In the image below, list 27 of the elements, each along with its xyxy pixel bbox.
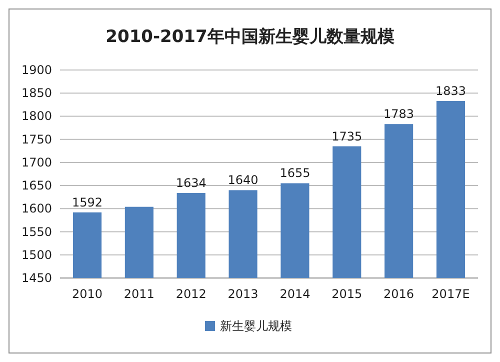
x-tick-label: 2014 (280, 287, 310, 301)
data-label: 1833 (435, 84, 466, 98)
x-tick-label: 2013 (228, 287, 258, 301)
y-tick-label: 1900 (21, 63, 52, 77)
y-tick-label: 1700 (21, 155, 52, 170)
x-tick-label: 2010 (72, 287, 103, 301)
data-label: 1735 (332, 129, 362, 144)
y-tick-label: 1550 (21, 224, 52, 239)
y-tick-label: 1850 (21, 86, 52, 100)
chart-title: 2010-2017年中国新生婴儿数量规模 (106, 27, 394, 47)
x-tick-label: 2017E (432, 287, 470, 301)
legend-label: 新生婴儿规模 (220, 319, 292, 333)
data-label: 1592 (72, 195, 103, 210)
y-tick-label: 1650 (21, 178, 52, 193)
data-label: 1783 (384, 107, 414, 122)
y-tick-label: 1750 (21, 132, 52, 146)
y-tick-label: 1450 (21, 271, 52, 285)
data-label: 1640 (228, 173, 258, 188)
x-tick-label: 2012 (176, 287, 206, 301)
y-tick-label: 1500 (21, 248, 52, 262)
y-tick-label: 1800 (21, 109, 52, 124)
x-tick-label: 2016 (384, 287, 414, 301)
data-label: 1655 (280, 166, 310, 180)
x-tick-label: 2015 (332, 287, 362, 301)
x-tick-label: 2011 (124, 287, 154, 301)
y-tick-label: 1600 (21, 202, 52, 216)
data-label: 1634 (176, 176, 206, 190)
